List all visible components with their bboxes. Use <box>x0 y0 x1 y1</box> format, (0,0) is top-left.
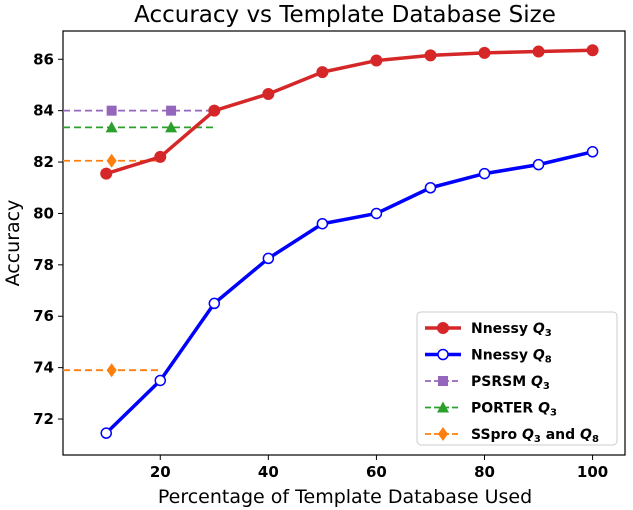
nnessy-q8-point <box>586 146 599 158</box>
plot-area: 20 40 60 80 100 72 74 76 78 80 82 84 86 <box>33 30 626 481</box>
y-tick-label: 72 <box>33 410 54 428</box>
legend-marker-nnessy-q3 <box>437 322 449 334</box>
legend-marker-sspro-q3-and-q8 <box>438 427 448 441</box>
psrsm-q3-point <box>166 105 177 116</box>
nnessy-q3-point <box>424 49 437 62</box>
nnessy-q3-point <box>316 66 329 79</box>
nnessy-q3-point <box>154 150 167 163</box>
nnessy-q8-point <box>154 374 167 387</box>
sspro-q3-and-q8-point <box>106 363 117 378</box>
x-tick-label: 60 <box>366 463 387 481</box>
sspro-q3-and-q8-point <box>106 153 117 168</box>
x-axis-label: Percentage of Template Database Used <box>158 486 532 508</box>
legend-label-nnessy-q3: Nnessy Q3 <box>471 321 552 339</box>
nnessy-q8-point <box>424 182 437 194</box>
y-tick-label: 80 <box>33 204 54 222</box>
legend-marker-porter-q3 <box>437 401 449 413</box>
legend-label-nnessy-q8: Nnessy Q8 <box>471 348 552 366</box>
nnessy-q8-point <box>478 167 491 180</box>
x-tick-label: 80 <box>474 463 495 481</box>
nnessy-q3-point <box>478 46 491 59</box>
porter-q3-point <box>165 121 178 133</box>
nnessy-q8-point <box>208 297 221 310</box>
plot-frame <box>62 30 626 456</box>
legend-label-psrsm-q3: PSRSM Q3 <box>471 374 550 392</box>
y-tick-label: 86 <box>33 50 54 68</box>
nnessy-q8-point <box>316 217 329 230</box>
nnessy-q3-point <box>208 104 221 117</box>
legend-marker-psrsm-q3 <box>438 376 448 386</box>
nnessy-q8-point <box>262 252 275 265</box>
nnessy-q8-point <box>100 427 112 439</box>
x-tick-label: 20 <box>150 463 171 481</box>
nnessy-q3-point <box>100 167 113 180</box>
nnessy-q3-point <box>532 45 545 58</box>
chart-title: Accuracy vs Template Database Size <box>134 2 556 28</box>
x-tick-label: 40 <box>258 463 279 481</box>
y-tick-label: 84 <box>33 102 54 120</box>
y-axis-label: Accuracy <box>2 200 24 287</box>
nnessy-q3-point <box>586 44 599 57</box>
legend: Nnessy Q3 Nnessy Q8 PSRSM Q3 PORTER Q3 SSpro… <box>416 311 618 446</box>
nnessy-q3-point <box>262 87 275 100</box>
nnessy-q8-line <box>105 150 593 435</box>
legend-box <box>416 311 618 446</box>
porter-q3-point <box>105 121 118 133</box>
nnessy-q8-point <box>370 207 383 220</box>
nnessy-q8-point <box>532 158 545 171</box>
legend-label-porter-q3: PORTER Q3 <box>471 401 557 419</box>
y-tick-label: 76 <box>33 307 54 325</box>
y-tick-label: 78 <box>33 256 54 274</box>
y-tick-label: 82 <box>33 153 54 171</box>
psrsm-q3-point <box>106 105 117 116</box>
legend-label-sspro-q3-and-q8: SSpro Q3 and Q8 <box>471 427 599 445</box>
x-tick-label: 100 <box>577 463 608 481</box>
nnessy-q3-point <box>370 54 383 67</box>
y-tick-label: 74 <box>33 359 54 377</box>
legend-marker-nnessy-q8 <box>437 348 449 361</box>
nnessy-q3-line <box>105 48 593 176</box>
